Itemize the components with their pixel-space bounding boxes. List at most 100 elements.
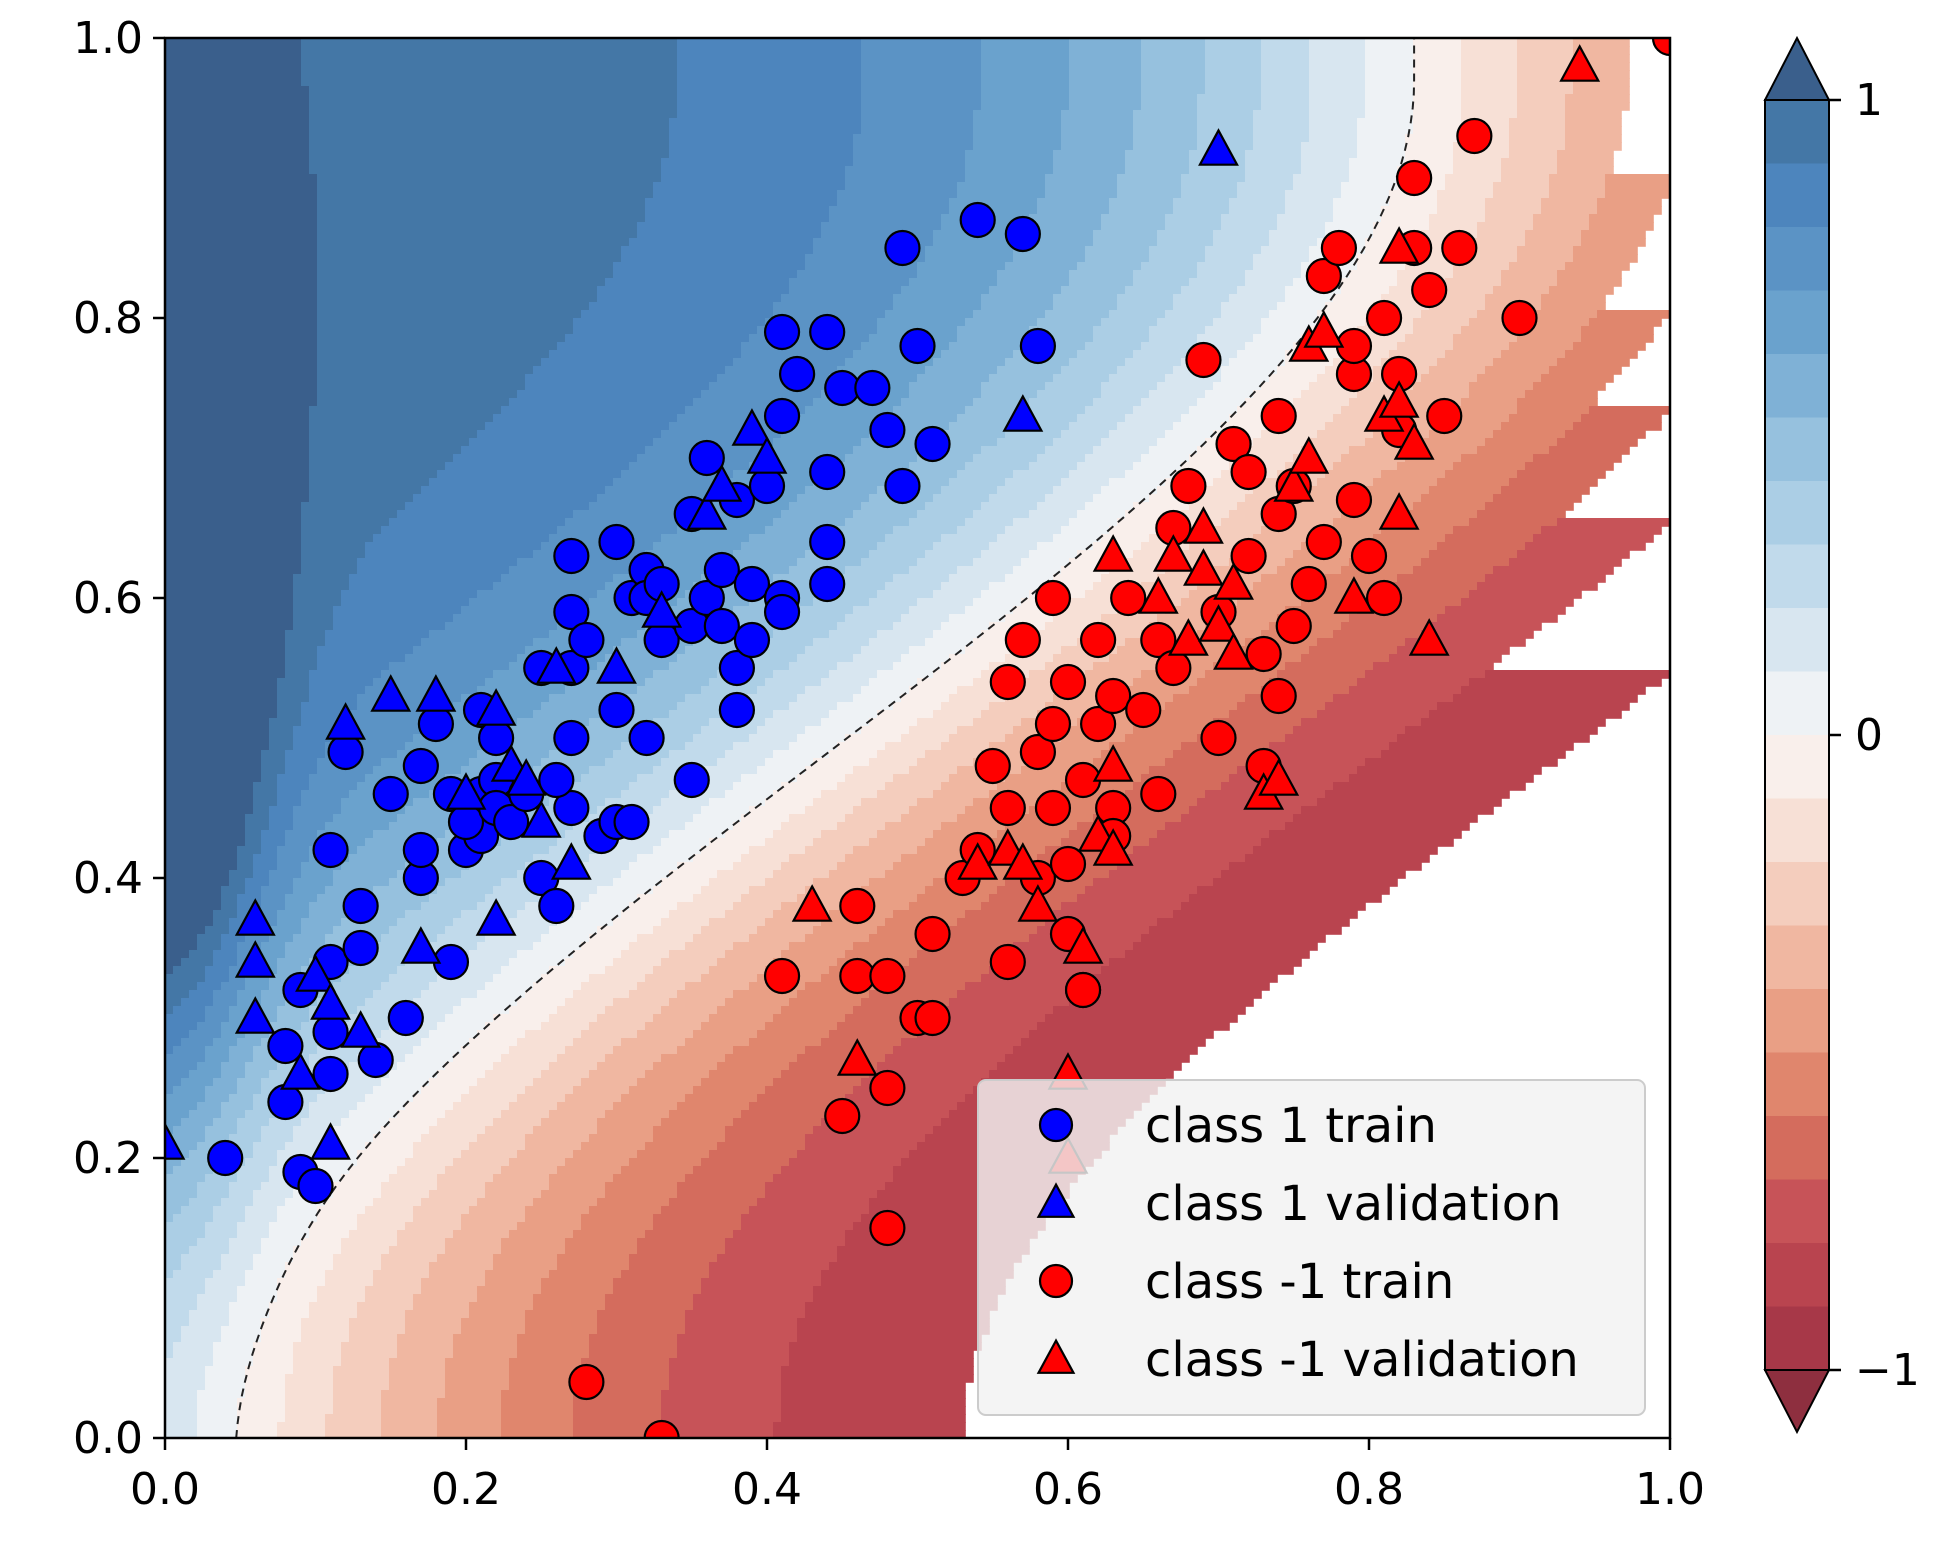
- contour-cell: [1309, 134, 1358, 143]
- contour-cell: [317, 1294, 366, 1303]
- contour-cell: [301, 54, 678, 63]
- contour-cell: [493, 886, 550, 895]
- contour-cell: [1141, 78, 1206, 87]
- contour-cell: [1261, 382, 1310, 391]
- contour-cell: [613, 1286, 702, 1295]
- contour-cell: [701, 886, 750, 895]
- decision-function-contours: [165, 38, 1670, 1438]
- contour-cell: [381, 982, 430, 991]
- contour-cell: [1053, 910, 1174, 919]
- contour-cell: [189, 990, 214, 999]
- contour-cell: [285, 766, 318, 775]
- contour-cell: [1285, 558, 1350, 567]
- contour-cell: [1029, 550, 1078, 559]
- contour-cell: [917, 510, 974, 519]
- contour-cell: [1021, 678, 1078, 687]
- contour-cell: [1413, 126, 1462, 135]
- contour-cell: [165, 1358, 214, 1367]
- contour-cell: [1237, 454, 1294, 463]
- contour-cell: [653, 190, 838, 199]
- contour-cell: [165, 262, 318, 271]
- contour-cell: [589, 1022, 646, 1031]
- contour-cell: [1461, 46, 1518, 55]
- contour-cell: [1133, 550, 1182, 559]
- contour-cell: [549, 966, 606, 975]
- contour-cell: [389, 822, 454, 831]
- contour-cell: [581, 1358, 670, 1367]
- contour-cell: [517, 390, 702, 399]
- contour-cell: [221, 942, 238, 951]
- contour-cell: [1453, 342, 1510, 351]
- contour-cell: [165, 110, 310, 119]
- contour-cell: [493, 1262, 558, 1271]
- contour-cell: [981, 294, 1054, 303]
- contour-cell: [525, 1326, 598, 1335]
- contour-cell: [1221, 214, 1278, 223]
- contour-cell: [1133, 846, 1254, 855]
- contour-cell: [1069, 598, 1126, 607]
- contour-cell: [829, 462, 910, 471]
- contour-cell: [973, 454, 1038, 463]
- contour-cell: [1477, 374, 1542, 383]
- contour-cell: [1461, 254, 1518, 263]
- contour-cell: [541, 702, 614, 711]
- contour-cell: [637, 982, 686, 991]
- contour-cell: [957, 726, 1014, 735]
- contour-cell: [1205, 326, 1262, 335]
- contour-cell: [1341, 454, 1406, 463]
- data-point: [1378, 492, 1420, 530]
- contour-cell: [325, 1134, 374, 1143]
- contour-cell: [661, 1006, 718, 1015]
- contour-cell: [349, 910, 406, 919]
- contour-cell: [165, 1142, 198, 1151]
- contour-cell: [909, 390, 982, 399]
- contour-cell: [349, 574, 502, 583]
- contour-cell: [597, 846, 654, 855]
- contour-cell: [261, 1078, 294, 1087]
- contour-cell: [1093, 446, 1150, 455]
- contour-cell: [1197, 270, 1246, 279]
- contour-cell: [885, 534, 942, 543]
- contour-cell: [981, 502, 1038, 511]
- contour-cell: [253, 1254, 294, 1263]
- contour-cell: [357, 694, 462, 703]
- contour-cell: [221, 1062, 246, 1071]
- contour-cell: [1221, 518, 1278, 527]
- contour-cell: [1221, 422, 1270, 431]
- contour-cell: [781, 1390, 966, 1399]
- contour-cell: [165, 982, 198, 991]
- contour-cell: [165, 822, 246, 831]
- data-point: [1441, 229, 1478, 267]
- contour-cell: [1197, 494, 1246, 503]
- contour-cell: [1301, 806, 1494, 815]
- contour-cell: [477, 1134, 526, 1143]
- contour-cell: [437, 1422, 502, 1431]
- contour-cell: [165, 1166, 174, 1175]
- contour-cell: [285, 830, 318, 839]
- contour-cell: [1397, 734, 1590, 743]
- contour-cell: [229, 974, 246, 983]
- contour-cell: [765, 1190, 878, 1199]
- data-point: [325, 702, 367, 740]
- contour-cell: [885, 414, 958, 423]
- contour-cell: [485, 846, 550, 855]
- contour-cell: [1197, 126, 1254, 135]
- contour-cell: [941, 662, 990, 671]
- contour-cell: [573, 782, 630, 791]
- contour-cell: [661, 1414, 782, 1423]
- contour-cell: [1453, 270, 1502, 279]
- data-point: [731, 408, 773, 446]
- data-point: [1092, 828, 1134, 866]
- contour-cell: [205, 1286, 238, 1295]
- contour-cell: [397, 918, 454, 927]
- contour-cell: [1333, 206, 1382, 215]
- data-point: [1017, 884, 1059, 922]
- contour-cell: [429, 478, 614, 487]
- contour-cell: [581, 902, 630, 911]
- contour-cell: [917, 846, 974, 855]
- contour-cell: [1125, 734, 1198, 743]
- y-tick-label: 0.0: [73, 1413, 143, 1464]
- contour-cell: [205, 1222, 238, 1231]
- contour-cell: [485, 1182, 550, 1191]
- contour-cell: [245, 838, 262, 847]
